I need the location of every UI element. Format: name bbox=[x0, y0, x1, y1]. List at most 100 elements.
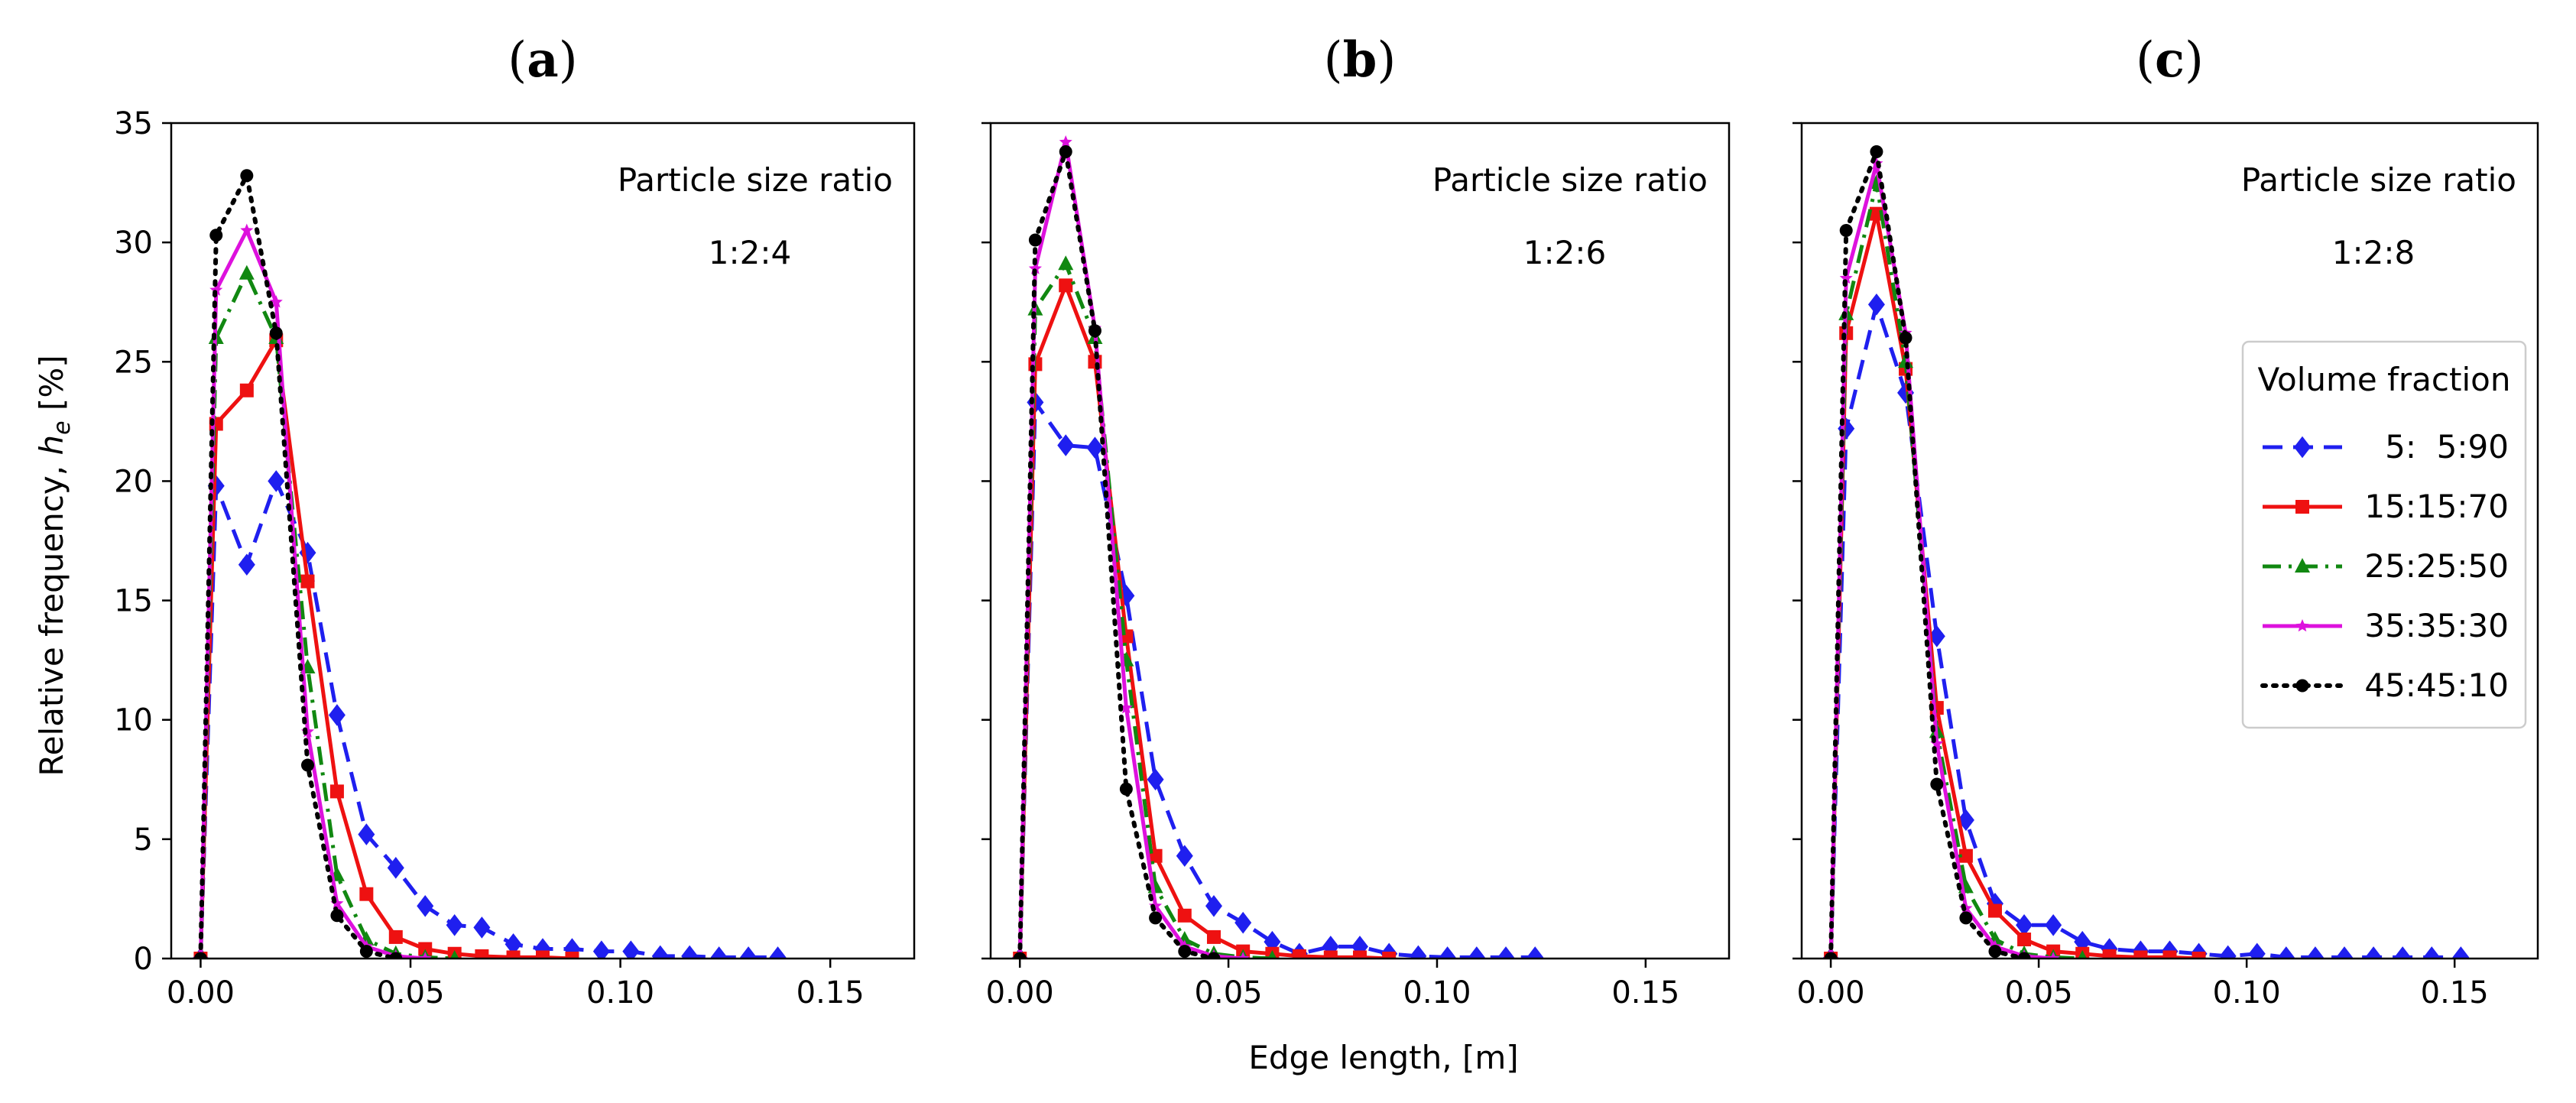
x-tick-label: 0.00 bbox=[986, 975, 1054, 1011]
data-point bbox=[2336, 946, 2354, 959]
data-point bbox=[330, 909, 344, 923]
plot-frame bbox=[1800, 122, 2539, 960]
data-point bbox=[1987, 903, 2002, 918]
data-point bbox=[238, 264, 255, 280]
data-point bbox=[1959, 911, 1973, 925]
legend-marker bbox=[2295, 500, 2309, 514]
data-point bbox=[2102, 949, 2117, 959]
data-point bbox=[329, 784, 344, 799]
data-point bbox=[387, 857, 404, 879]
annotation-title: Particle size ratio bbox=[618, 161, 893, 199]
data-point bbox=[1059, 278, 1073, 293]
data-point bbox=[268, 470, 285, 492]
legend-marker bbox=[2295, 558, 2310, 573]
legend-marker bbox=[2295, 619, 2309, 632]
data-point bbox=[1958, 848, 1973, 863]
data-point bbox=[1013, 952, 1027, 959]
x-tick-label: 0.10 bbox=[1403, 975, 1471, 1011]
data-point bbox=[1119, 701, 1133, 714]
legend-label: 45:45:10 bbox=[2364, 667, 2509, 704]
x-tick-label: 0.15 bbox=[1611, 975, 1679, 1011]
data-point bbox=[1206, 929, 1221, 944]
annotation-ratio: 1:2:8 bbox=[2332, 234, 2415, 271]
legend: Volume fraction 5: 5:90 15:15:70 25:25:50 35… bbox=[2241, 340, 2527, 729]
annotation-title: Particle size ratio bbox=[1432, 161, 1708, 199]
data-point bbox=[330, 897, 344, 910]
data-point bbox=[1147, 768, 1164, 791]
data-point bbox=[209, 283, 223, 296]
panel-label: (c) bbox=[2136, 31, 2204, 89]
data-point bbox=[2192, 952, 2206, 959]
x-tick-label: 0.05 bbox=[2005, 975, 2073, 1011]
data-point bbox=[2277, 946, 2295, 959]
data-point bbox=[2133, 950, 2148, 959]
data-point bbox=[1353, 950, 1367, 959]
data-point bbox=[2017, 952, 2031, 959]
data-point bbox=[359, 945, 373, 959]
data-point bbox=[1236, 952, 1250, 959]
data-point bbox=[300, 758, 314, 772]
data-point bbox=[300, 574, 315, 589]
data-point bbox=[1178, 945, 1192, 959]
data-point bbox=[1059, 135, 1072, 148]
data-point bbox=[1267, 950, 1277, 959]
y-tick-label: 10 bbox=[114, 703, 153, 738]
series-line bbox=[1017, 400, 1536, 959]
data-point bbox=[1838, 417, 1855, 440]
data-point bbox=[1119, 782, 1133, 796]
data-point bbox=[1149, 911, 1163, 925]
panel-label: (b) bbox=[1324, 31, 1397, 89]
series-line bbox=[1017, 149, 1216, 959]
data-point bbox=[2423, 946, 2441, 959]
annotation-title: Particle size ratio bbox=[2241, 161, 2516, 199]
data-point bbox=[1176, 845, 1193, 868]
data-point bbox=[2017, 933, 2032, 947]
data-point bbox=[1839, 224, 1853, 238]
data-point bbox=[238, 553, 255, 576]
x-tick-label: 0.00 bbox=[167, 975, 235, 1011]
data-point bbox=[358, 823, 375, 845]
data-point bbox=[1526, 946, 1544, 959]
series-line bbox=[198, 479, 778, 959]
y-tick-label: 15 bbox=[114, 584, 153, 619]
data-point bbox=[1439, 946, 1456, 959]
data-point bbox=[2162, 950, 2177, 959]
x-tick-label: 0.10 bbox=[2213, 975, 2281, 1011]
data-point bbox=[1028, 233, 1042, 247]
data-point bbox=[1205, 894, 1222, 917]
data-point bbox=[710, 946, 728, 959]
panel-label: (a) bbox=[508, 31, 577, 89]
x-tick-label: 0.10 bbox=[586, 975, 654, 1011]
data-point bbox=[417, 894, 434, 917]
data-point bbox=[1028, 261, 1042, 274]
data-point bbox=[1930, 736, 1944, 750]
legend-label: 15:15:70 bbox=[2364, 488, 2509, 525]
data-point bbox=[449, 950, 459, 959]
data-point bbox=[2306, 946, 2324, 959]
data-point bbox=[1234, 911, 1252, 934]
data-point bbox=[473, 916, 491, 939]
series-line bbox=[1828, 212, 2199, 959]
legend-marker bbox=[2294, 436, 2311, 459]
data-point bbox=[740, 946, 758, 959]
series-line bbox=[198, 173, 398, 959]
data-point bbox=[239, 383, 254, 397]
data-point bbox=[1059, 144, 1072, 158]
data-point bbox=[592, 940, 610, 959]
y-axis-label: Relative frequency, he [%] bbox=[33, 355, 76, 776]
data-point bbox=[446, 913, 463, 936]
data-point bbox=[1870, 144, 1883, 158]
data-point bbox=[1824, 952, 1838, 959]
data-point bbox=[389, 952, 403, 959]
data-point bbox=[1988, 945, 2002, 959]
data-point bbox=[2394, 946, 2412, 959]
data-point bbox=[209, 229, 223, 242]
data-point bbox=[269, 295, 283, 308]
data-point bbox=[1930, 777, 1944, 791]
legend-box bbox=[2241, 340, 2527, 729]
data-point bbox=[240, 223, 254, 236]
legend-label: 5: 5:90 bbox=[2385, 428, 2509, 466]
data-point bbox=[1323, 950, 1338, 959]
data-point bbox=[2248, 942, 2266, 959]
